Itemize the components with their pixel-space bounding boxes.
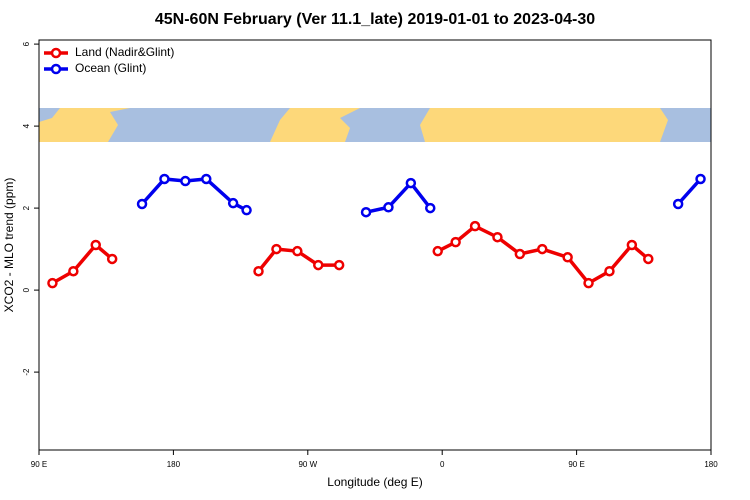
x-tick-label: 90 W [298,460,317,469]
data-point [604,265,615,277]
series-line [51,224,650,286]
x-tick-label: 90 E [568,460,584,469]
data-point [313,259,324,271]
data-point [405,177,417,189]
legend-marker [50,47,62,59]
data-point [695,173,706,185]
data-point [47,277,58,289]
y-tick-label: 6 [22,41,31,46]
y-axis-label: XCO2 - MLO trend (ppm) [2,178,16,313]
data-point [383,202,394,213]
data-point [425,202,436,214]
x-axis-label: Longitude (deg E) [327,475,422,489]
x-tick-label: 90 E [31,460,47,469]
data-point [672,198,684,210]
data-point [241,204,252,216]
data-point [537,243,548,255]
data-point [432,245,443,257]
chart-title: 45N-60N February (Ver 11.1_late) 2019-01… [155,11,595,28]
data-point [562,252,573,263]
x-tick-label: 180 [704,460,718,469]
data-point [333,259,345,271]
data-point [90,239,101,251]
legend-marker [50,63,62,75]
x-tick-label: 0 [440,460,445,469]
data-point [360,206,372,218]
x-tick-label: 180 [167,460,181,469]
data-point [583,277,594,289]
data-point [68,265,79,277]
data-point [253,265,264,277]
data-point [292,245,303,257]
data-point [180,175,191,187]
y-tick-label: -2 [22,368,31,376]
series-line [140,177,702,214]
data-point [227,197,239,209]
data-point [271,243,282,255]
y-tick-label: 2 [22,205,31,210]
data-point [159,173,170,185]
data-point [450,236,461,248]
data-point [469,220,481,232]
data-point [136,198,148,210]
data-point [106,253,118,265]
y-tick-label: 4 [22,123,31,128]
y-tick-label: 0 [22,287,31,292]
data-point [201,173,212,185]
legend-label: Land (Nadir&Glint) [75,45,174,59]
data-point [492,231,503,243]
plot-frame [38,39,712,451]
data-point [643,253,654,265]
data-point [514,248,526,260]
map-band [39,108,711,142]
legend-label: Ocean (Glint) [75,61,146,75]
data-point [626,239,638,251]
